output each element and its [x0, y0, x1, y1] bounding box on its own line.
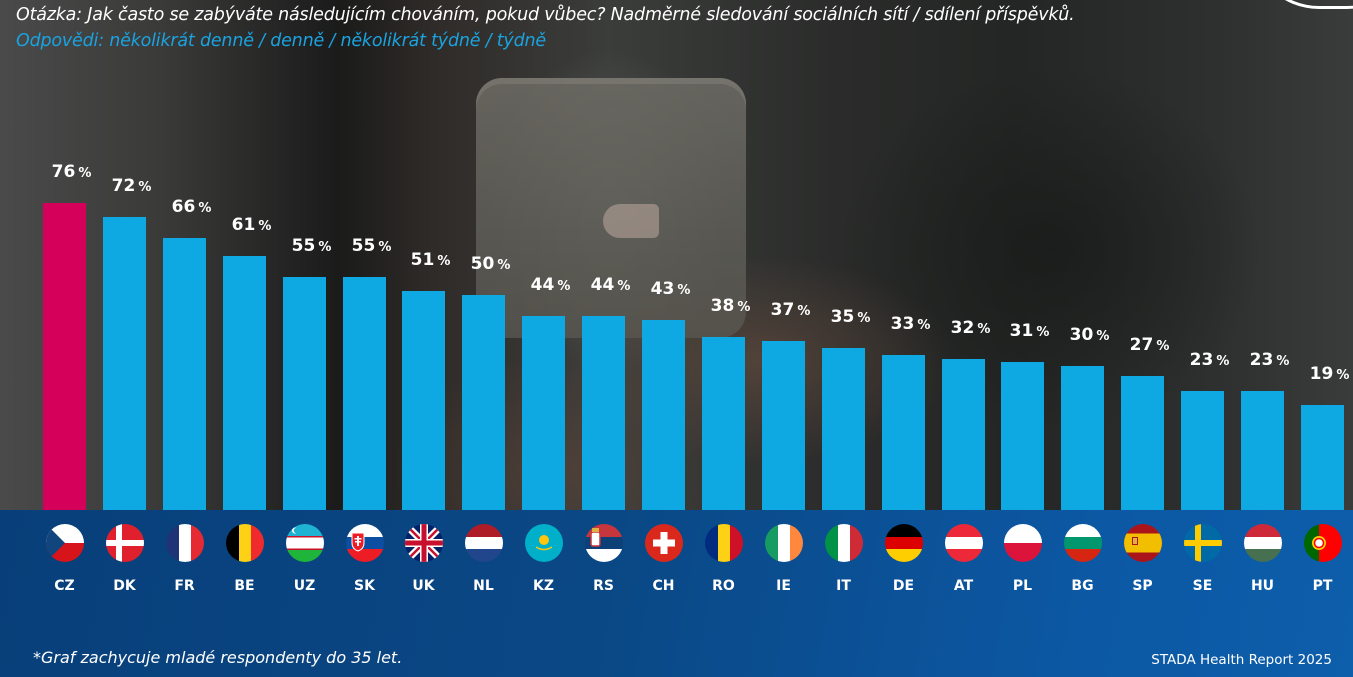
hungary-flag-icon	[1243, 524, 1282, 562]
category-label-ie: IE	[776, 578, 791, 594]
bar-hu	[1241, 390, 1284, 510]
category-label-uz: UZ	[293, 578, 316, 594]
slovakia-flag-icon	[345, 524, 384, 562]
bar-de	[882, 355, 925, 510]
category-label-de: DE	[892, 578, 915, 594]
data-label-hu: 23%	[1249, 349, 1290, 370]
data-label-it: 35%	[830, 307, 871, 328]
switzerland-flag-icon	[644, 524, 683, 562]
bar-be	[223, 256, 266, 510]
italy-flag-icon	[824, 524, 863, 562]
category-label-fr: FR	[174, 578, 195, 594]
data-label-se: 23%	[1189, 349, 1230, 370]
denmark-flag-icon	[105, 524, 144, 562]
belgium-flag-icon	[225, 524, 264, 562]
germany-flag-icon	[884, 524, 923, 562]
data-label-bg: 30%	[1069, 324, 1110, 345]
category-label-ro: RO	[712, 578, 735, 594]
data-label-pt: 19%	[1309, 363, 1350, 384]
bar-uz	[283, 277, 326, 510]
bar-ie	[762, 341, 805, 510]
data-label-kz: 44%	[530, 275, 571, 296]
question-text: Otázka: Jak často se zabýváte následujíc…	[16, 5, 1075, 25]
czech-flag-icon	[45, 524, 84, 562]
finger-image	[603, 204, 659, 238]
data-label-pl: 31%	[1009, 321, 1050, 342]
category-label-pl: PL	[1012, 578, 1033, 594]
romania-flag-icon	[704, 524, 743, 562]
france-flag-icon	[165, 524, 204, 562]
data-label-ie: 37%	[770, 300, 811, 321]
category-label-ch: CH	[652, 578, 675, 594]
bar-nl	[462, 295, 505, 510]
bar-kz	[522, 316, 565, 510]
answers-text: Odpovědi: několikrát denně / denně / něk…	[16, 31, 546, 51]
bar-fr	[163, 238, 206, 510]
category-label-nl: NL	[473, 578, 494, 594]
data-label-dk: 72%	[111, 176, 152, 197]
data-label-de: 33%	[890, 314, 931, 335]
kazakhstan-flag-icon	[524, 524, 563, 562]
data-label-sk: 55%	[351, 236, 392, 257]
bar-se	[1181, 390, 1224, 510]
bulgaria-flag-icon	[1063, 524, 1102, 562]
data-label-uk: 51%	[410, 250, 451, 271]
bar-sp	[1121, 376, 1164, 510]
category-label-at: AT	[953, 578, 974, 594]
bar-uk	[402, 291, 445, 510]
bar-ro	[702, 337, 745, 510]
category-label-rs: RS	[593, 578, 614, 594]
uzbekistan-flag-icon	[285, 524, 324, 562]
category-label-se: SE	[1192, 578, 1213, 594]
poland-flag-icon	[1003, 524, 1042, 562]
data-label-cz: 76%	[51, 161, 92, 182]
data-label-nl: 50%	[470, 254, 511, 274]
bar-rs	[582, 316, 625, 510]
data-label-uz: 55%	[291, 236, 332, 257]
ireland-flag-icon	[764, 524, 803, 562]
data-label-sp: 27%	[1129, 335, 1170, 356]
uk-flag-icon	[404, 524, 443, 562]
bar-it	[822, 348, 865, 510]
category-label-be: BE	[234, 578, 255, 594]
category-label-dk: DK	[113, 578, 136, 594]
category-label-pt: PT	[1312, 578, 1333, 594]
data-label-at: 32%	[950, 317, 991, 338]
source-label: STADA Health Report 2025	[1151, 652, 1332, 668]
data-label-rs: 44%	[590, 275, 631, 296]
category-label-it: IT	[836, 578, 851, 594]
category-label-hu: HU	[1250, 578, 1275, 594]
category-label-cz: CZ	[54, 578, 75, 594]
bar-cz	[43, 202, 86, 510]
netherlands-flag-icon	[464, 524, 503, 562]
data-label-ch: 43%	[650, 278, 691, 299]
category-label-sk: SK	[354, 578, 375, 594]
sweden-flag-icon	[1183, 524, 1222, 562]
austria-flag-icon	[944, 524, 983, 562]
bar-pl	[1001, 362, 1044, 510]
bar-ch	[642, 319, 685, 510]
portugal-flag-icon	[1303, 524, 1342, 562]
bar-bg	[1061, 365, 1104, 510]
data-label-fr: 66%	[171, 197, 212, 218]
category-label-kz: KZ	[533, 578, 554, 594]
footnote: *Graf zachycuje mladé respondenty do 35 …	[33, 648, 403, 667]
bar-sk	[343, 277, 386, 510]
category-label-uk: UK	[412, 578, 435, 594]
spain-flag-icon	[1123, 524, 1162, 562]
category-label-bg: BG	[1071, 578, 1094, 594]
data-label-ro: 38%	[710, 296, 751, 317]
category-label-sp: SP	[1132, 578, 1153, 594]
bar-pt	[1301, 404, 1344, 510]
bar-dk	[103, 217, 146, 510]
bar-at	[942, 358, 985, 510]
serbia-flag-icon	[584, 524, 623, 562]
data-label-be: 61%	[231, 215, 272, 236]
